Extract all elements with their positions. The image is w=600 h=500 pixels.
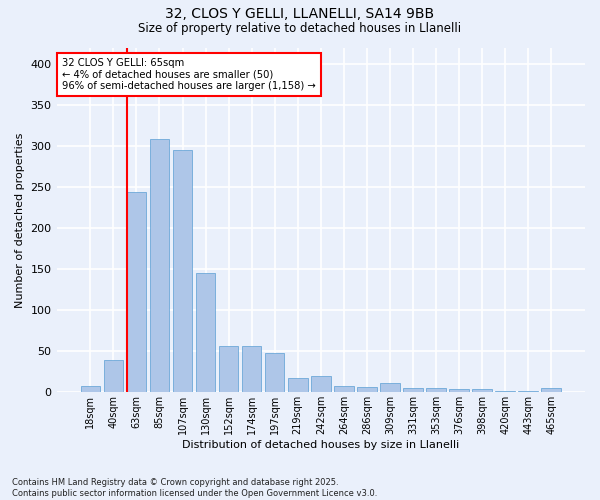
Bar [472, 389, 492, 392]
Bar [541, 388, 561, 392]
Bar [288, 378, 308, 392]
Text: 32, CLOS Y GELLI, LLANELLI, SA14 9BB: 32, CLOS Y GELLI, LLANELLI, SA14 9BB [166, 8, 434, 22]
Bar [196, 274, 215, 392]
Bar [449, 389, 469, 392]
Bar [104, 360, 123, 392]
Text: 32 CLOS Y GELLI: 65sqm
← 4% of detached houses are smaller (50)
96% of semi-deta: 32 CLOS Y GELLI: 65sqm ← 4% of detached … [62, 58, 316, 91]
Bar [403, 388, 423, 392]
Bar [426, 388, 446, 392]
Bar [380, 384, 400, 392]
X-axis label: Distribution of detached houses by size in Llanelli: Distribution of detached houses by size … [182, 440, 460, 450]
Bar [80, 386, 100, 392]
Bar [311, 376, 331, 392]
Text: Contains HM Land Registry data © Crown copyright and database right 2025.
Contai: Contains HM Land Registry data © Crown c… [12, 478, 377, 498]
Bar [127, 192, 146, 392]
Bar [149, 140, 169, 392]
Bar [334, 386, 353, 392]
Bar [173, 150, 193, 392]
Bar [219, 346, 238, 393]
Text: Size of property relative to detached houses in Llanelli: Size of property relative to detached ho… [139, 22, 461, 35]
Y-axis label: Number of detached properties: Number of detached properties [15, 132, 25, 308]
Bar [357, 386, 377, 392]
Bar [265, 353, 284, 393]
Bar [242, 346, 262, 393]
